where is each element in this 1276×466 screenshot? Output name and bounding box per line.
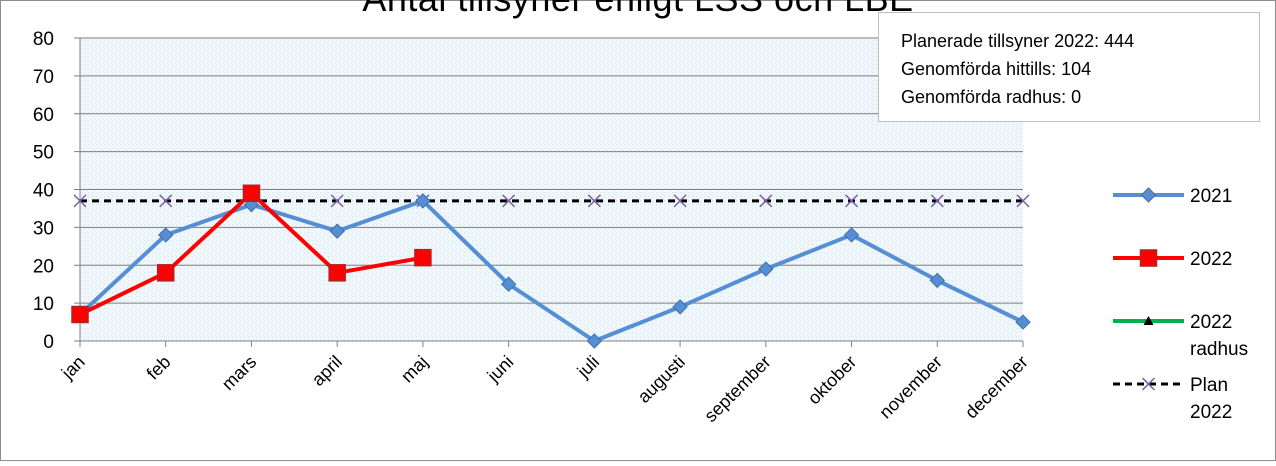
data-point — [73, 194, 87, 208]
y-tick-label: 10 — [33, 294, 54, 315]
legend-marker — [1141, 377, 1156, 391]
info-completed-radhus: Genomförda radhus: 0 — [901, 87, 1082, 107]
data-point — [1016, 194, 1030, 208]
legend-marker — [1143, 316, 1154, 325]
series-2022 — [71, 184, 432, 324]
data-point — [71, 305, 89, 324]
data-point — [843, 227, 860, 243]
legend-label: Plan 2022 — [1190, 375, 1232, 423]
y-tick-label: 0 — [43, 332, 54, 353]
legend-label-part: 2022 — [1190, 249, 1232, 270]
y-tick-label: 30 — [33, 218, 54, 239]
info-planned-count: Planerade tillsyner 2022: 444 — [901, 31, 1135, 51]
data-point — [156, 264, 175, 282]
legend-entry: 2022 radhus — [1113, 312, 1248, 360]
data-point — [930, 194, 944, 208]
data-point — [159, 194, 173, 208]
y-tick-label: 50 — [33, 143, 54, 164]
legend-label-part: 2022 — [1190, 402, 1232, 423]
data-point — [1015, 314, 1031, 330]
data-point — [414, 248, 432, 267]
data-point — [328, 264, 346, 282]
y-tick-label: 20 — [33, 256, 54, 277]
data-point — [929, 272, 945, 289]
legend-entry: 2021 — [1113, 186, 1232, 207]
legend-label-part: Plan — [1190, 375, 1228, 396]
legend-marker — [1140, 187, 1157, 203]
legend-entry: 2022 — [1113, 249, 1232, 270]
chart-title: Antal tillsyner enligt LSS och LBE — [0, 0, 1276, 20]
legend-entry: Plan 2022 — [1113, 375, 1232, 423]
series-layer — [71, 184, 1031, 349]
legend-label: 2022 radhus — [1190, 312, 1248, 360]
legend-marker — [1139, 249, 1158, 267]
legend-label-part: 2021 — [1190, 186, 1232, 207]
info-box: Planerade tillsyner 2022: 444 Genomförda… — [878, 12, 1260, 122]
data-point — [758, 261, 774, 277]
data-point — [672, 299, 688, 315]
info-completed-count: Genomförda hittills: 104 — [901, 59, 1092, 79]
data-point — [329, 223, 345, 239]
y-tick-label: 60 — [33, 105, 54, 126]
data-point — [242, 184, 261, 203]
legend-label-part: radhus — [1190, 339, 1248, 360]
data-point — [330, 194, 344, 208]
data-point — [587, 194, 601, 208]
data-point — [500, 276, 517, 292]
data-point — [586, 333, 603, 349]
legend-label-part: 2022 — [1190, 312, 1232, 333]
series-plan-2022 — [73, 194, 1030, 208]
data-point — [415, 193, 431, 209]
legend-label: 2022 — [1190, 249, 1232, 270]
data-point — [502, 194, 516, 208]
y-tick-label: 80 — [33, 29, 54, 50]
legend-label: 2021 — [1190, 186, 1232, 207]
data-point — [759, 194, 773, 208]
data-point — [673, 194, 687, 208]
data-point — [158, 227, 174, 243]
y-tick-label: 40 — [33, 181, 54, 202]
y-tick-label: 70 — [33, 67, 54, 88]
legend: 2021 2022 2022 radhus Plan 2022 — [1113, 186, 1248, 423]
series-line — [78, 198, 1024, 343]
data-point — [845, 194, 859, 208]
